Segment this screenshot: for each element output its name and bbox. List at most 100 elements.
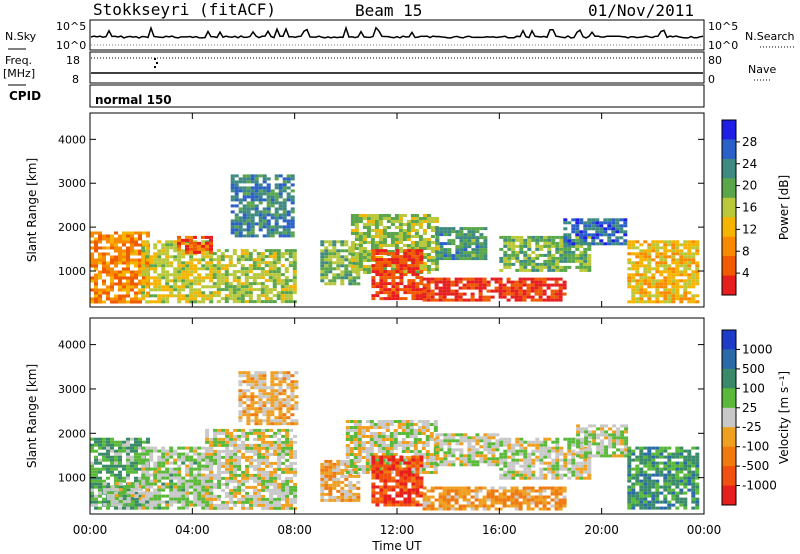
range-gate-cell [418,238,423,241]
range-gate-cell [106,234,110,238]
range-gate-cell [278,183,283,187]
range-gate-cell [286,383,291,387]
range-gate-cell [439,442,444,446]
range-gate-cell [189,482,194,486]
range-gate-cell [153,491,158,495]
range-gate-cell [270,204,275,208]
range-gate-cell [421,465,426,468]
range-gate-cell [418,268,423,271]
range-gate-cell [141,252,146,256]
range-gate-cell [98,276,102,280]
range-gate-cell [438,298,443,302]
range-gate-cell [234,174,239,178]
range-gate-cell [213,497,218,501]
range-gate-cell [443,248,448,252]
range-gate-cell [635,264,640,268]
range-gate-cell [149,491,154,495]
range-gate-cell [216,261,221,265]
range-gate-cell [248,252,253,256]
range-gate-cell [157,503,162,507]
range-gate-cell [502,492,507,496]
range-gate-cell [345,429,350,432]
range-gate-cell [535,247,540,251]
range-gate-cell [193,235,197,239]
range-gate-cell [197,497,202,501]
range-gate-cell [290,177,295,181]
range-gate-cell [94,273,98,277]
range-gate-cell [324,492,329,496]
range-gate-cell [261,503,266,507]
range-gate-cell [269,440,274,444]
range-gate-cell [126,464,130,468]
range-gate-cell [126,282,130,286]
range-gate-cell [483,242,488,246]
range-gate-cell [185,464,190,468]
range-gate-cell [519,235,524,239]
range-gate-cell [358,247,363,250]
range-gate-cell [550,492,555,496]
range-gate-cell [435,454,440,458]
range-gate-cell [98,258,102,262]
range-gate-cell [282,231,287,235]
range-gate-cell [216,300,221,304]
range-gate-cell [213,455,218,459]
range-gate-cell [555,265,560,269]
range-gate-cell [459,239,464,243]
range-gate-cell [538,498,543,502]
range-gate-cell [102,279,106,283]
range-gate-cell [272,255,277,259]
range-gate-cell [567,256,572,260]
range-gate-cell [358,244,363,247]
range-gate-cell [415,288,420,292]
range-gate-cell [238,371,243,375]
range-gate-cell [110,467,114,471]
range-gate-cell [399,276,404,280]
range-gate-cell [213,437,218,441]
range-gate-cell [266,398,271,402]
range-gate-cell [558,507,563,511]
range-gate-cell [118,276,122,280]
range-gate-cell [382,244,387,247]
range-gate-cell [221,503,226,507]
range-gate-cell [563,227,568,231]
range-gate-cell [114,297,118,301]
range-gate-cell [209,300,214,304]
range-gate-cell [189,476,194,480]
range-gate-cell [443,439,448,443]
range-gate-cell [102,437,106,441]
range-gate-cell [352,486,357,490]
range-gate-cell [266,401,271,405]
range-gate-cell [459,245,464,249]
range-gate-cell [631,243,636,247]
range-gate-cell [486,489,491,493]
range-gate-cell [411,285,416,289]
range-gate-cell [224,279,229,283]
range-gate-cell [209,458,214,462]
range-gate-cell [94,458,98,462]
range-gate-cell [344,468,349,472]
range-gate-cell [193,491,198,495]
range-gate-cell [395,470,400,474]
range-gate-cell [490,489,495,493]
range-gate-cell [406,232,411,235]
range-gate-cell [90,476,94,480]
range-gate-cell [375,294,380,298]
range-gate-cell [631,267,636,271]
range-gate-cell [538,495,543,499]
range-gate-cell [379,285,384,289]
range-gate-cell [118,458,122,462]
range-gate-cell [595,218,600,222]
range-gate-cell [290,216,295,220]
range-gate-cell [244,273,249,277]
range-gate-cell [238,392,243,396]
range-gate-cell [349,429,354,432]
range-gate-cell [241,497,246,501]
range-gate-cell [414,235,419,238]
range-gate-cell [258,422,263,426]
range-gate-cell [134,437,138,441]
range-gate-cell [284,285,289,289]
range-gate-cell [126,461,130,465]
range-gate-cell [285,431,290,435]
range-gate-cell [399,467,404,471]
range-gate-cell [265,455,270,459]
